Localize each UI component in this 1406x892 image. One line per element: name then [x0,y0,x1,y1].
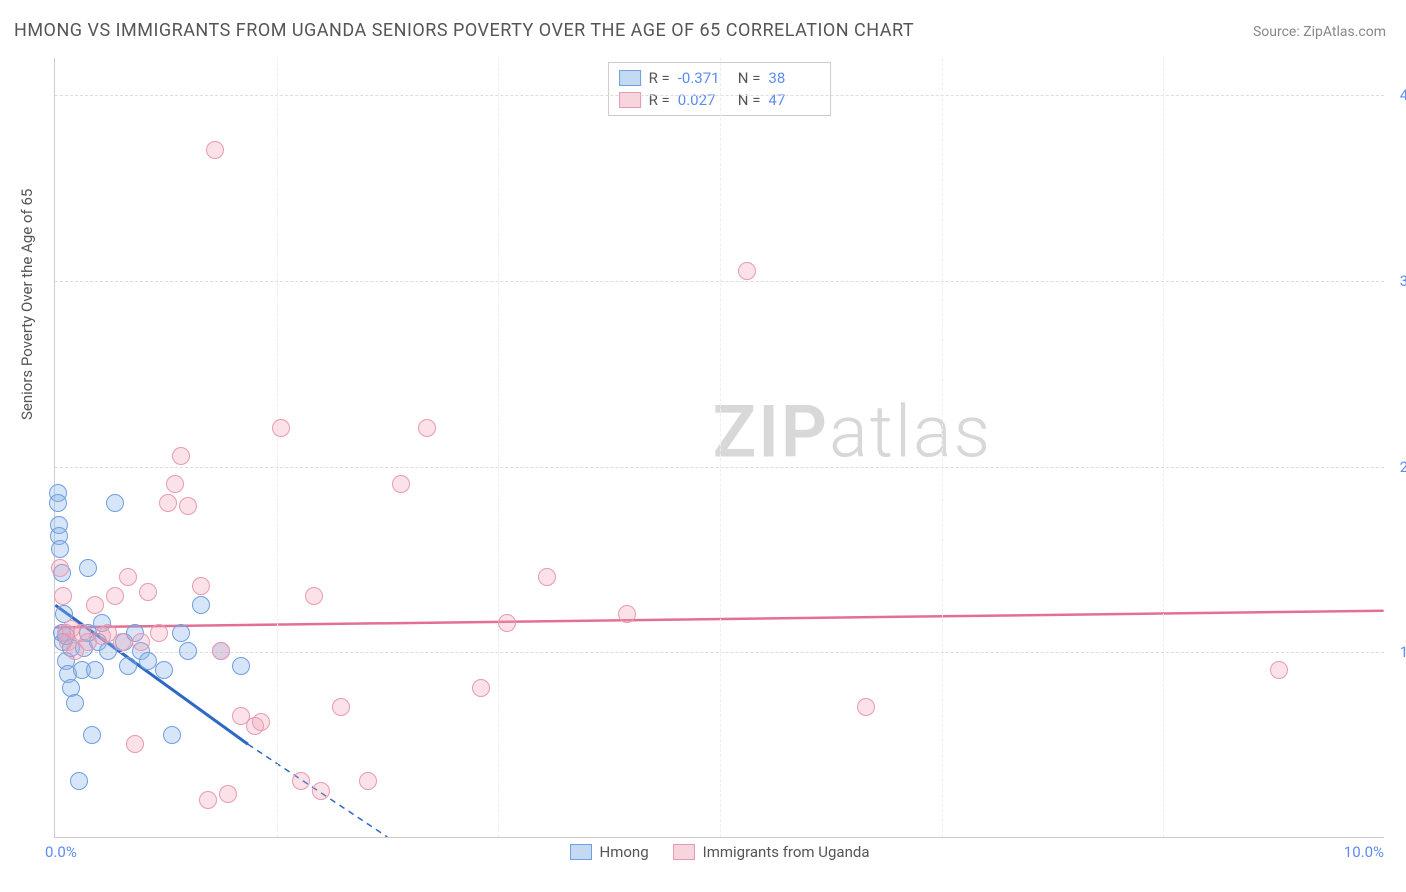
legend-item-uganda: Immigrants from Uganda [673,843,870,861]
data-point-pink [86,596,104,614]
data-point-blue [192,596,210,614]
data-point-pink [159,494,177,512]
data-point-pink [166,475,184,493]
data-point-blue [79,559,97,577]
data-point-pink [392,475,410,493]
data-point-pink [305,587,323,605]
data-point-pink [359,772,377,790]
gridline-v [277,58,278,837]
gridline-v [720,58,721,837]
gridline-v [1163,58,1164,837]
y-axis-label: Seniors Poverty Over the Age of 65 [18,189,36,420]
data-point-pink [272,419,290,437]
data-point-pink [618,605,636,623]
data-point-blue [232,657,250,675]
swatch-hmong-icon [619,70,641,86]
data-point-pink [192,577,210,595]
data-point-pink [219,785,237,803]
legend-label-hmong: Hmong [600,843,649,861]
data-point-pink [119,568,137,586]
data-point-blue [179,642,197,660]
data-point-blue [66,694,84,712]
y-tick-label: 20.0% [1390,458,1406,476]
data-point-pink [132,633,150,651]
data-point-pink [172,447,190,465]
data-point-blue [51,540,69,558]
data-point-blue [106,494,124,512]
data-point-blue [155,661,173,679]
legend-label-uganda: Immigrants from Uganda [703,843,870,861]
y-tick-label: 40.0% [1390,86,1406,104]
data-point-pink [113,633,131,651]
legend-series: Hmong Immigrants from Uganda [570,843,870,861]
data-point-pink [1270,661,1288,679]
data-point-pink [252,713,270,731]
data-point-pink [54,587,72,605]
n-value-hmong: 38 [768,69,820,87]
gridline-v [498,58,499,837]
swatch-uganda-icon [673,844,695,860]
x-tick-max: 10.0% [1344,843,1384,861]
y-tick-label: 10.0% [1390,643,1406,661]
data-point-blue [163,726,181,744]
data-point-pink [472,679,490,697]
data-point-pink [126,735,144,753]
data-point-pink [199,791,217,809]
n-label: N = [738,69,761,87]
data-point-blue [70,772,88,790]
data-point-pink [538,568,556,586]
data-point-pink [312,782,330,800]
data-point-pink [150,624,168,642]
data-point-blue [119,657,137,675]
data-point-pink [212,642,230,660]
data-point-blue [49,494,67,512]
source-attribution: Source: ZipAtlas.com [1253,24,1386,40]
n-value-uganda: 47 [768,91,820,109]
data-point-blue [86,661,104,679]
n-label: N = [738,91,761,109]
data-point-pink [139,583,157,601]
data-point-pink [738,262,756,280]
y-tick-label: 30.0% [1390,272,1406,290]
chart-title: HMONG VS IMMIGRANTS FROM UGANDA SENIORS … [14,20,914,41]
data-point-pink [332,698,350,716]
data-point-blue [83,726,101,744]
data-point-pink [106,587,124,605]
legend-item-hmong: Hmong [570,843,649,861]
r-label: R = [649,69,670,87]
swatch-hmong-icon [570,844,592,860]
r-label: R = [649,91,670,109]
gridline-v [942,58,943,837]
watermark: ZIPatlas [713,389,993,474]
data-point-pink [498,614,516,632]
data-point-blue [172,624,190,642]
data-point-pink [51,559,69,577]
plot-area: ZIPatlas R = -0.371 N = 38 R = 0.027 N =… [54,58,1384,838]
x-tick-min: 0.0% [45,843,77,861]
data-point-pink [179,497,197,515]
data-point-pink [857,698,875,716]
r-value-uganda: 0.027 [678,91,730,109]
r-value-hmong: -0.371 [678,69,730,87]
data-point-pink [206,141,224,159]
data-point-pink [292,772,310,790]
data-point-pink [418,419,436,437]
